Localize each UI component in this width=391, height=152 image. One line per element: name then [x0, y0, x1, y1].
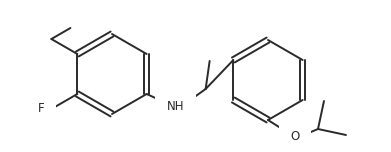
Text: O: O [291, 131, 300, 143]
Text: NH: NH [167, 100, 185, 114]
Text: F: F [38, 102, 44, 116]
